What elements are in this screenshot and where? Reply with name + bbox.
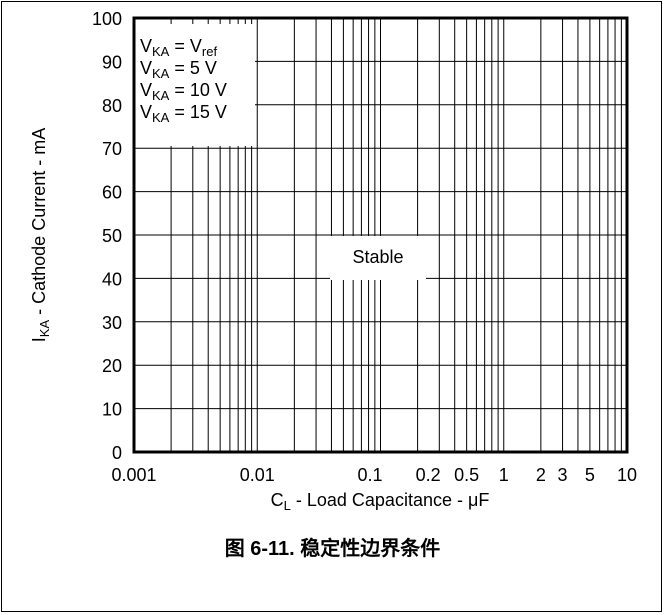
y-tick-label: 30 (102, 313, 122, 333)
annotation-background (330, 236, 426, 280)
legend-box (135, 24, 255, 146)
x-tick-label: 0.1 (357, 465, 382, 485)
figure-caption: 图 6-11. 稳定性边界条件 (224, 538, 441, 560)
x-tick-label: 0.001 (111, 465, 156, 485)
legend-entry: VKA = 5 V (140, 58, 217, 81)
y-tick-label: 0 (112, 443, 122, 463)
y-tick-label: 50 (102, 226, 122, 246)
x-axis-label: CL - Load Capacitance - μF (271, 490, 490, 513)
plot-border (132, 16, 629, 454)
x-tick-label: 0.01 (240, 465, 275, 485)
annotation-stable: Stable (352, 247, 403, 267)
x-tick-label: 1 (499, 465, 509, 485)
y-tick-label: 60 (102, 183, 122, 203)
y-tick-label: 80 (102, 96, 122, 116)
y-tick-label: 20 (102, 356, 122, 376)
x-tick-label: 5 (585, 465, 595, 485)
legend-entry: VKA = Vref (140, 36, 217, 59)
legend-entry: VKA = 10 V (140, 80, 227, 103)
y-tick-label: 100 (92, 9, 122, 29)
y-tick-label: 40 (102, 269, 122, 289)
y-tick-label: 90 (102, 52, 122, 72)
y-tick-label: 70 (102, 139, 122, 159)
x-tick-label: 3 (558, 465, 568, 485)
x-tick-label: 2 (536, 465, 546, 485)
y-axis-label: IKA - Cathode Current - mA (29, 128, 52, 342)
x-tick-label: 10 (617, 465, 637, 485)
x-tick-label: 0.2 (416, 465, 441, 485)
y-tick-label: 10 (102, 400, 122, 420)
x-tick-label: 0.5 (454, 465, 479, 485)
legend-entry: VKA = 15 V (140, 102, 227, 125)
